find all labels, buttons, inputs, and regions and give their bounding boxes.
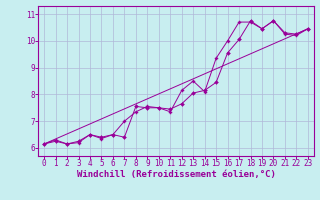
X-axis label: Windchill (Refroidissement éolien,°C): Windchill (Refroidissement éolien,°C) bbox=[76, 170, 276, 179]
